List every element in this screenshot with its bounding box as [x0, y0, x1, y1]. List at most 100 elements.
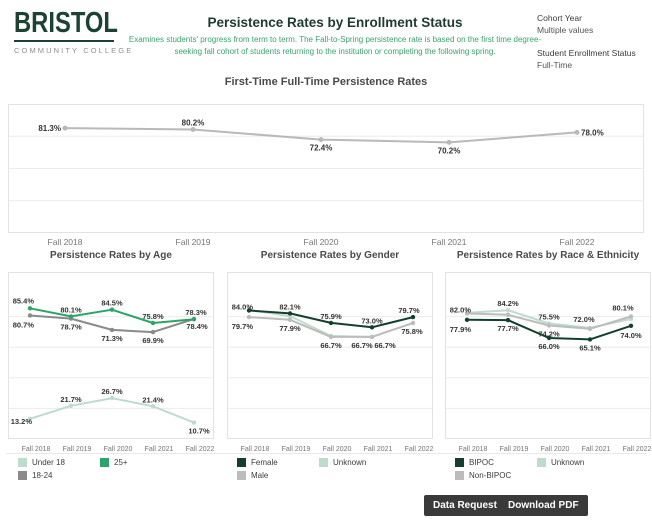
- axis-tick-label: Fall 2021: [582, 446, 611, 453]
- value-label: 26.7%: [101, 387, 123, 396]
- data-point[interactable]: [369, 334, 375, 340]
- legend-item-unknown[interactable]: Unknown: [537, 458, 584, 467]
- data-point[interactable]: [505, 317, 511, 323]
- age-chart[interactable]: 13.2% 21.7% 26.7% 21.4% 10.7% 80.7% 78.7% 71.3%…: [8, 262, 215, 454]
- axis-tick-label: Fall 2018: [48, 237, 83, 247]
- axis-tick-label: Fall 2021: [364, 446, 393, 453]
- axis-tick-label: Fall 2022: [405, 446, 434, 453]
- legend-item-25-[interactable]: 25+: [100, 458, 128, 467]
- filter-cohort-year-label: Cohort Year: [537, 13, 582, 23]
- value-label: 84.2%: [497, 299, 519, 308]
- data-point[interactable]: [446, 139, 452, 145]
- data-point[interactable]: [505, 312, 511, 317]
- data-point[interactable]: [369, 325, 375, 330]
- download-pdf-button[interactable]: Download PDF: [499, 495, 588, 516]
- value-label: 78.4%: [186, 322, 208, 331]
- data-point[interactable]: [150, 329, 156, 335]
- legend-item-unknown[interactable]: Unknown: [319, 458, 366, 467]
- data-point[interactable]: [150, 404, 156, 409]
- data-point[interactable]: [27, 416, 33, 421]
- legend-item-18-24[interactable]: 18-24: [18, 471, 100, 480]
- data-point[interactable]: [246, 314, 252, 320]
- axis-tick-label: Fall 2018: [22, 446, 51, 453]
- data-point[interactable]: [27, 306, 33, 311]
- gender-line-unknown[interactable]: [248, 309, 373, 338]
- axis-tick-label: Fall 2019: [63, 446, 92, 453]
- data-point[interactable]: [62, 125, 68, 131]
- data-point[interactable]: [27, 313, 33, 318]
- data-point[interactable]: [109, 327, 115, 333]
- legend-swatch: [319, 458, 328, 467]
- main-persistence-chart-svg[interactable]: 81.3% 80.2% 72.4% 70.2% 78.0% Fall 2018 Fall 2…: [8, 96, 644, 248]
- filter-cohort-year-value[interactable]: Multiple values: [537, 25, 594, 35]
- main-persistence-chart[interactable]: 81.3% 80.2% 72.4% 70.2% 78.0% Fall 2018 Fall 2…: [8, 96, 644, 248]
- value-label: 74.0%: [620, 331, 642, 340]
- race-chart[interactable]: 84.2% 75.5% 82.0% 74.2% 72.0% 80.1% 77.9% 77.7%…: [445, 262, 652, 454]
- main-chart-title: First-Time Full-Time Persistence Rates: [224, 76, 428, 88]
- data-point[interactable]: [150, 320, 156, 326]
- data-point[interactable]: [574, 129, 580, 135]
- data-point[interactable]: [546, 335, 552, 341]
- data-point[interactable]: [628, 323, 634, 328]
- axis-tick-label: Fall 2022: [186, 446, 215, 453]
- filter-panel: Cohort Year Multiple values Student Enro…: [537, 13, 647, 83]
- data-point[interactable]: [505, 308, 511, 313]
- data-point[interactable]: [109, 395, 115, 401]
- data-point[interactable]: [287, 317, 293, 322]
- data-point[interactable]: [318, 137, 324, 143]
- age-chart-svg[interactable]: 13.2% 21.7% 26.7% 21.4% 10.7% 80.7% 78.7% 71.3%…: [8, 262, 215, 454]
- data-point[interactable]: [328, 320, 334, 326]
- value-label: 80.7%: [13, 321, 35, 330]
- legend-item-female[interactable]: Female: [237, 458, 319, 467]
- logo-tagline: COMMUNITY COLLEGE: [14, 46, 134, 55]
- legend-swatch: [537, 458, 546, 467]
- filter-enrollment-status[interactable]: Student Enrollment Status Full-Time: [537, 48, 647, 70]
- race-chart-title: Persistence Rates by Race & Ethnicity: [456, 250, 640, 261]
- legend-item-male[interactable]: Male: [237, 471, 319, 480]
- data-point[interactable]: [464, 317, 470, 322]
- data-point[interactable]: [328, 334, 334, 340]
- legend-label: Female: [251, 458, 278, 467]
- legend-swatch: [237, 471, 246, 480]
- data-point[interactable]: [191, 317, 197, 322]
- data-point[interactable]: [287, 311, 293, 316]
- data-point[interactable]: [410, 320, 416, 326]
- gender-plot-border: [227, 272, 433, 439]
- value-label: 84.0%: [232, 303, 254, 312]
- data-point[interactable]: [587, 337, 593, 342]
- data-point[interactable]: [68, 403, 74, 408]
- data-point[interactable]: [190, 127, 196, 132]
- data-point[interactable]: [587, 326, 593, 331]
- gender-chart-svg[interactable]: 66.7%79.7% 77.9%66.7% 66.7%75.8%84.0% 82.1%…: [227, 262, 434, 454]
- legend-item-bipoc[interactable]: BIPOC: [455, 458, 537, 467]
- value-label: 82.1%: [279, 302, 301, 311]
- value-label: 10.7%: [188, 427, 210, 436]
- value-label: 65.1%: [579, 343, 601, 352]
- value-label: 84.5%: [101, 299, 123, 308]
- data-point[interactable]: [109, 307, 115, 312]
- data-point[interactable]: [546, 323, 552, 328]
- data-point[interactable]: [246, 308, 252, 313]
- data-point[interactable]: [628, 314, 634, 319]
- value-label: 70.2%: [438, 146, 461, 155]
- data-point[interactable]: [68, 314, 74, 319]
- axis-tick-label: Fall 2020: [304, 237, 339, 247]
- gender-chart[interactable]: 66.7% 79.7% 77.9% 66.7% 66.7% 75.8% 84.0% 82.1%…: [227, 262, 434, 454]
- data-point[interactable]: [410, 314, 416, 320]
- race-chart-svg[interactable]: 84.2% 75.5% 82.0% 74.2% 72.0% 80.1% 77.9% 77.7%…: [445, 262, 652, 454]
- age-line-under-18[interactable]: [29, 397, 195, 424]
- value-label: 75.5%: [538, 313, 560, 322]
- legend-item-under-18[interactable]: Under 18: [18, 458, 100, 467]
- gender-chart-title: Persistence Rates by Gender: [260, 250, 400, 261]
- legend-swatch: [18, 471, 27, 480]
- data-point[interactable]: [191, 420, 197, 425]
- filter-cohort-year[interactable]: Cohort Year Multiple values: [537, 13, 647, 35]
- data-point[interactable]: [464, 311, 470, 316]
- legend-item-non-bipoc[interactable]: Non-BIPOC: [455, 471, 537, 480]
- axis-tick-label: Fall 2018: [241, 446, 270, 453]
- logo-name: BRISTOL: [14, 7, 118, 39]
- data-request-button[interactable]: Data Request: [424, 495, 506, 516]
- filter-enrollment-status-value[interactable]: Full-Time: [537, 60, 573, 70]
- legend-swatch: [455, 471, 464, 480]
- age-chart-title: Persistence Rates by Age: [50, 250, 172, 261]
